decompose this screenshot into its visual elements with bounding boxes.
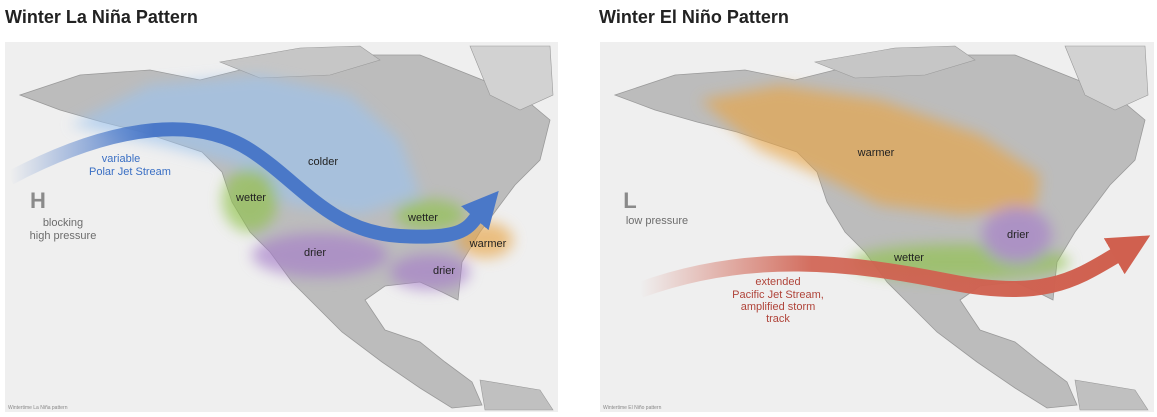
zone-label: drier xyxy=(433,265,455,277)
pacific-jet-stream xyxy=(637,235,1151,298)
zone-label: colder xyxy=(308,156,338,168)
zone-label: wetter xyxy=(407,212,438,224)
polar-jet-stream xyxy=(6,122,499,244)
pressure-symbol: L xyxy=(623,188,636,213)
pressure-label: blocking xyxy=(43,217,83,229)
jet-label: variable xyxy=(102,153,141,165)
jet-label: Polar Jet Stream xyxy=(89,166,171,178)
pressure-label: low pressure xyxy=(626,215,688,227)
jet-label: track xyxy=(766,313,790,325)
credit: Wintertime La Niña pattern xyxy=(8,405,68,411)
zone-label: wetter xyxy=(893,252,924,264)
jet-label: amplified storm xyxy=(741,301,816,313)
panel-title: Winter La Niña Pattern xyxy=(5,7,198,27)
zone-label: drier xyxy=(1007,229,1029,241)
pressure-label: high pressure xyxy=(30,230,97,242)
panel-title: Winter El Niño Pattern xyxy=(599,7,789,27)
jet-label: Pacific Jet Stream, xyxy=(732,289,824,301)
credit: Wintertime El Niño pattern xyxy=(603,405,662,411)
pressure-symbol: H xyxy=(30,188,46,213)
jet-label: extended xyxy=(755,276,800,288)
zone-label: warmer xyxy=(469,238,507,250)
zone-label: warmer xyxy=(857,147,895,159)
zone-label: wetter xyxy=(235,192,266,204)
zone-label: drier xyxy=(304,247,326,259)
